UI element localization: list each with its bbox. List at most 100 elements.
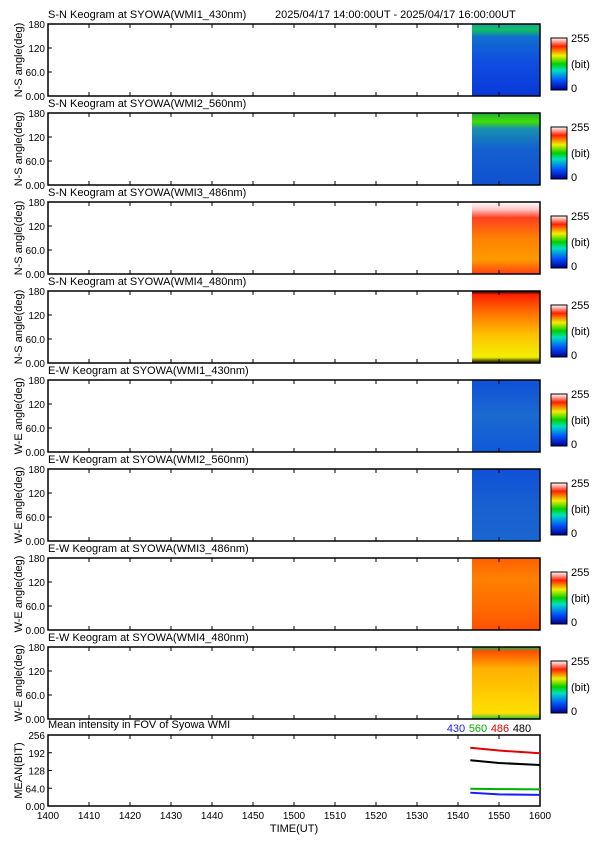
x-tick-label: 1530 [406,811,429,822]
x-tick-label: 1510 [324,811,347,822]
keogram-panel: E-W Keogram at SYOWA(WMI4_480nm)180 120 60… [13,632,590,726]
colorbar-unit-label: (bit) [571,326,590,338]
panel-frame [47,290,541,364]
mean-plot-frame [47,734,541,807]
x-tick-label: 1420 [119,811,142,822]
keogram-panel: S-N Keogram at SYOWA(WMI3_486nm)180 120 60… [13,187,590,281]
colorbar-min-label: 0 [571,617,577,629]
x-tick-label: 1400 [37,811,60,822]
legend-label: 480 [513,723,531,735]
colorbar-unit-label: (bit) [571,593,590,605]
panel-title: E-W Keogram at SYOWA(WMI2_560nm) [48,454,249,466]
colorbar-unit-label: (bit) [571,59,590,71]
colorbar [550,393,568,447]
y-tick-label: 120 [28,222,45,233]
colorbar-min-label: 0 [571,439,577,451]
colorbar-max-label: 255 [571,33,589,45]
y-axis-label: W-E angle(deg) [13,645,25,722]
panel-frame [47,379,541,453]
keogram-image [472,380,540,452]
y-tick-label: 60.0 [26,424,46,435]
colorbar-max-label: 255 [571,122,589,134]
colorbar-max-label: 255 [571,300,589,312]
colorbar-min-label: 0 [571,261,577,273]
y-tick-label: 60.0 [26,246,46,257]
colorbar [550,126,568,180]
colorbar-max-label: 255 [571,567,589,579]
keogram-panel: E-W Keogram at SYOWA(WMI2_560nm)180 120 60… [13,454,590,548]
keogram-panel: S-N Keogram at SYOWA(WMI1_430nm)180 120 60… [13,9,590,103]
y-tick-label: 120 [28,311,45,322]
y-tick-label: 60.0 [26,68,46,79]
series-line-560 [470,787,541,791]
y-tick-label: 120 [28,667,45,678]
colorbar [550,571,568,625]
colorbar [550,482,568,536]
y-tick-label: 128 [28,767,45,778]
panel-title: S-N Keogram at SYOWA(WMI1_430nm) [48,9,246,21]
colorbar-unit-label: (bit) [571,237,590,249]
colorbar-max-label: 255 [571,389,589,401]
colorbar-unit-label: (bit) [571,682,590,694]
y-tick-label: 180 [28,109,45,120]
y-tick-label: 0.00 [26,448,46,459]
keogram-image [472,558,540,630]
colorbar [550,660,568,714]
colorbar [550,37,568,91]
colorbar-min-label: 0 [571,706,577,718]
x-tick-label: 1410 [78,811,101,822]
y-axis-label: N-S angle(deg) [13,23,25,98]
series-line-430 [470,791,541,796]
y-axis-label: W-E angle(deg) [13,378,25,455]
keogram-panel: E-W Keogram at SYOWA(WMI1_430nm)180 120 60… [13,365,590,459]
panel-title: S-N Keogram at SYOWA(WMI3_486nm) [48,187,246,199]
keogram-image [472,647,540,719]
panel-frame [47,112,541,186]
y-tick-label: 64.0 [26,784,46,795]
panel-title: S-N Keogram at SYOWA(WMI2_560nm) [48,98,246,110]
panel-frame [47,201,541,275]
y-tick-label: 120 [28,133,45,144]
colorbar-unit-label: (bit) [571,415,590,427]
y-tick-label: 0.00 [26,802,46,813]
y-tick-label: 0.00 [26,626,46,637]
keogram-image [472,113,540,185]
y-tick-label: 180 [28,554,45,565]
x-tick-label: 1600 [529,811,552,822]
y-tick-label: 0.00 [26,270,46,281]
y-tick-label: 120 [28,400,45,411]
y-tick-label: 0.00 [26,181,46,192]
panel-title: E-W Keogram at SYOWA(WMI1_430nm) [48,365,249,377]
y-axis-label: N-S angle(deg) [13,290,25,365]
colorbar-unit-label: (bit) [571,148,590,160]
colorbar-max-label: 255 [571,211,589,223]
panel-frame [47,646,541,720]
y-tick-label: 120 [28,578,45,589]
keogram-image [472,202,540,274]
colorbar-max-label: 255 [571,656,589,668]
keogram-panel: E-W Keogram at SYOWA(WMI3_486nm)180 120 60… [13,543,590,637]
y-tick-label: 0.00 [26,359,46,370]
panel-frame [47,23,541,97]
panel-frame [47,468,541,542]
time-range-header: 2025/04/17 14:00:00UT - 2025/04/17 16:00… [275,9,516,21]
y-tick-label: 0.00 [26,92,46,103]
keogram-panel: S-N Keogram at SYOWA(WMI4_480nm)180 120 60… [13,276,590,370]
y-tick-label: 60.0 [26,513,46,524]
y-tick-label: 120 [28,489,45,500]
colorbar-unit-label: (bit) [571,504,590,516]
y-tick-label: 0.00 [26,715,46,726]
legend-label: 560 [469,723,487,735]
colorbar-min-label: 0 [571,83,577,95]
y-axis-label: W-E angle(deg) [13,467,25,544]
y-axis-label: N-S angle(deg) [13,112,25,187]
y-tick-label: 180 [28,465,45,476]
colorbar-max-label: 255 [571,478,589,490]
series-line-480 [470,759,541,766]
y-tick-label: 180 [28,643,45,654]
keogram-panels: S-N Keogram at SYOWA(WMI1_430nm) 180 120 60… [13,9,590,726]
colorbar [550,304,568,358]
y-tick-label: 60.0 [26,157,46,168]
